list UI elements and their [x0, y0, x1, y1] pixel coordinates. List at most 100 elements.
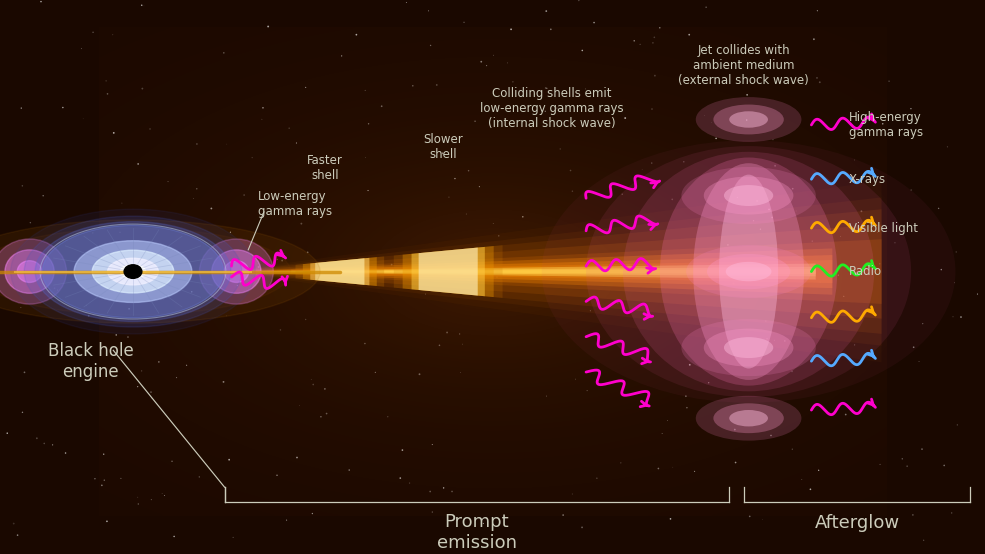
Ellipse shape	[719, 175, 778, 368]
Point	[279, 516, 295, 525]
Point	[767, 161, 783, 170]
Point	[931, 204, 947, 213]
Point	[872, 259, 887, 268]
Point	[574, 523, 590, 532]
Point	[949, 248, 964, 257]
Polygon shape	[412, 247, 485, 296]
Point	[161, 177, 176, 186]
Point	[832, 232, 848, 241]
Point	[870, 228, 886, 237]
Point	[428, 80, 444, 89]
Point	[757, 317, 773, 326]
Point	[282, 124, 297, 132]
Point	[151, 357, 166, 366]
Point	[486, 219, 501, 228]
Point	[447, 174, 463, 183]
Ellipse shape	[713, 403, 784, 433]
Point	[421, 7, 436, 16]
Point	[191, 473, 207, 481]
Ellipse shape	[5, 250, 54, 293]
Point	[79, 301, 95, 310]
Ellipse shape	[695, 97, 802, 142]
Text: X-rays: X-rays	[849, 173, 886, 186]
Ellipse shape	[25, 216, 241, 327]
Point	[444, 487, 460, 496]
Point	[830, 271, 846, 280]
Point	[313, 412, 329, 421]
Point	[461, 166, 477, 175]
Point	[679, 403, 694, 412]
Point	[644, 105, 660, 114]
Point	[899, 462, 915, 471]
Ellipse shape	[660, 157, 837, 386]
Point	[549, 104, 564, 112]
Point	[969, 290, 985, 299]
Point	[439, 328, 455, 337]
Point	[35, 191, 51, 200]
Point	[538, 107, 554, 116]
Point	[361, 186, 376, 195]
Point	[777, 336, 793, 345]
Point	[652, 23, 668, 32]
Point	[934, 265, 950, 274]
Point	[399, 0, 415, 7]
Point	[556, 511, 571, 520]
Point	[244, 153, 260, 162]
Point	[166, 532, 182, 541]
Point	[650, 464, 666, 473]
Text: Visible light: Visible light	[849, 222, 918, 234]
Point	[402, 479, 418, 488]
Point	[579, 386, 595, 395]
Point	[644, 158, 660, 167]
Point	[812, 78, 827, 86]
Point	[155, 489, 170, 497]
Point	[875, 119, 890, 128]
Point	[846, 156, 862, 165]
Point	[660, 416, 676, 425]
Point	[435, 484, 451, 493]
Point	[134, 367, 150, 376]
Point	[441, 193, 457, 202]
Point	[740, 90, 755, 99]
Point	[219, 140, 234, 148]
Point	[476, 519, 492, 528]
Point	[455, 340, 471, 348]
Point	[13, 303, 29, 312]
Point	[85, 228, 100, 237]
Point	[130, 382, 146, 391]
Point	[610, 299, 625, 307]
Point	[425, 440, 440, 449]
Ellipse shape	[11, 209, 255, 334]
Point	[646, 33, 662, 42]
Point	[553, 145, 568, 153]
Ellipse shape	[703, 329, 794, 367]
Point	[703, 118, 719, 127]
Point	[836, 292, 852, 301]
Point	[758, 73, 774, 82]
Point	[395, 445, 411, 454]
Point	[303, 375, 319, 384]
Point	[143, 388, 159, 397]
Point	[108, 331, 124, 340]
Point	[838, 410, 854, 419]
Point	[269, 255, 285, 264]
Point	[36, 439, 52, 448]
Point	[538, 84, 554, 93]
Ellipse shape	[695, 396, 802, 440]
Point	[185, 194, 201, 203]
Text: Colliding shells emit
low-energy gamma rays
(internal shock wave): Colliding shells emit low-energy gamma r…	[480, 87, 624, 130]
Point	[854, 207, 870, 216]
Point	[746, 216, 761, 225]
Point	[871, 113, 886, 122]
Point	[17, 368, 33, 377]
Point	[944, 509, 959, 517]
Ellipse shape	[0, 228, 291, 315]
Point	[130, 493, 146, 502]
Point	[184, 288, 200, 296]
Point	[765, 135, 781, 144]
Point	[810, 6, 825, 15]
Point	[114, 199, 130, 208]
Text: Radio: Radio	[849, 265, 883, 278]
Point	[342, 465, 358, 474]
Point	[491, 232, 506, 240]
